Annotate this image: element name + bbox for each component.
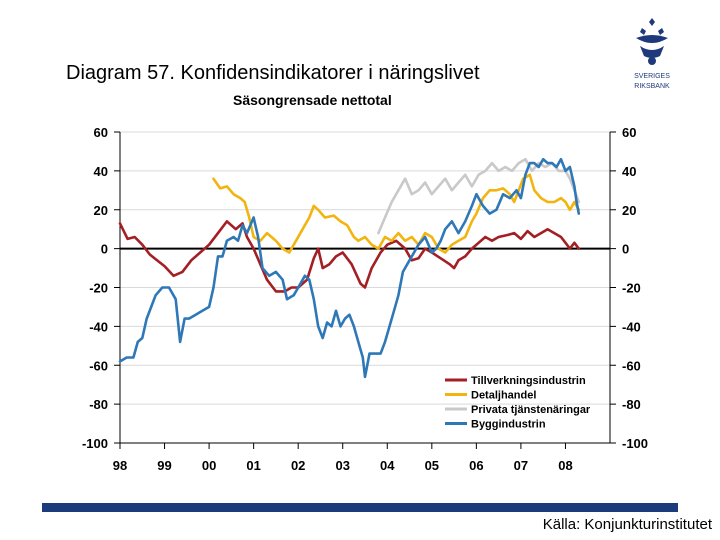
footer-bar xyxy=(42,503,678,512)
x-tick-label: 04 xyxy=(380,458,395,473)
series-line-byggindustrin xyxy=(118,157,581,379)
page-subtitle: Säsongrensade nettotal xyxy=(233,92,392,108)
chart: 60 40 20 0 -20 -40 -60 -80 -100 60 40 20 0 -20 -40 -60… xyxy=(82,125,648,473)
y-tick-label-right: 0 xyxy=(622,242,629,257)
x-tick-label: 01 xyxy=(246,458,260,473)
legend-label: Tillverkningsindustrin xyxy=(471,375,586,387)
left-tick-labels: 60 40 20 0 -20 -40 -60 -80 -100 xyxy=(82,125,108,451)
y-tick-label-left: -20 xyxy=(89,281,108,296)
series-line-tillverkningsindustrin xyxy=(118,220,581,293)
x-tick-label: 02 xyxy=(291,458,305,473)
legend-label: Detaljhandel xyxy=(471,390,536,402)
right-tick-labels: 60 40 20 0 -20 -40 -60 -80 -100 xyxy=(622,125,648,451)
legend-label: Byggindustrin xyxy=(471,419,546,431)
y-tick-label-left: -60 xyxy=(89,358,108,373)
y-tick-label-left: 60 xyxy=(94,125,108,140)
y-tick-label-right: -60 xyxy=(622,358,641,373)
y-tick-label-right: -100 xyxy=(622,436,648,451)
y-tick-label-left: -80 xyxy=(89,397,108,412)
x-tick-label: 05 xyxy=(425,458,439,473)
y-tick-label-left: -100 xyxy=(82,436,108,451)
y-tick-label-right: 20 xyxy=(622,203,636,218)
x-tick-label: 99 xyxy=(157,458,171,473)
riksbank-logo: SVERIGES RIKSBANK xyxy=(628,14,676,98)
y-tick-label-left: 40 xyxy=(94,164,108,179)
page-title: Diagram 57. Konfidensindikatorer i närin… xyxy=(66,62,480,84)
logo-text-line1: SVERIGES xyxy=(634,73,670,80)
legend-label: Privata tjänstenäringar xyxy=(471,404,591,416)
y-tick-label-right: -20 xyxy=(622,281,641,296)
x-tick-label: 06 xyxy=(469,458,483,473)
x-tick-labels: 98 99 00 01 02 03 04 05 06 07 08 xyxy=(113,458,573,473)
y-tick-label-right: 60 xyxy=(622,125,636,140)
y-tick-label-right: -80 xyxy=(622,397,641,412)
source-note: Källa: Konjunkturinstitutet xyxy=(542,516,712,533)
y-tick-label-left: 20 xyxy=(94,203,108,218)
x-tick-label: 00 xyxy=(202,458,216,473)
y-tick-label-right: -40 xyxy=(622,319,641,334)
x-tick-label: 08 xyxy=(558,458,572,473)
y-tick-label-left: 0 xyxy=(101,242,108,257)
y-tick-label-left: -40 xyxy=(89,319,108,334)
x-tick-label: 07 xyxy=(514,458,528,473)
x-tick-label: 03 xyxy=(335,458,349,473)
axes xyxy=(114,131,616,449)
x-tick-label: 98 xyxy=(113,458,127,473)
legend: Tillverkningsindustrin Detaljhandel Privat… xyxy=(445,375,591,431)
y-tick-label-right: 40 xyxy=(622,164,636,179)
series-lines xyxy=(118,157,581,379)
logo-text-line2: RIKSBANK xyxy=(634,83,670,90)
